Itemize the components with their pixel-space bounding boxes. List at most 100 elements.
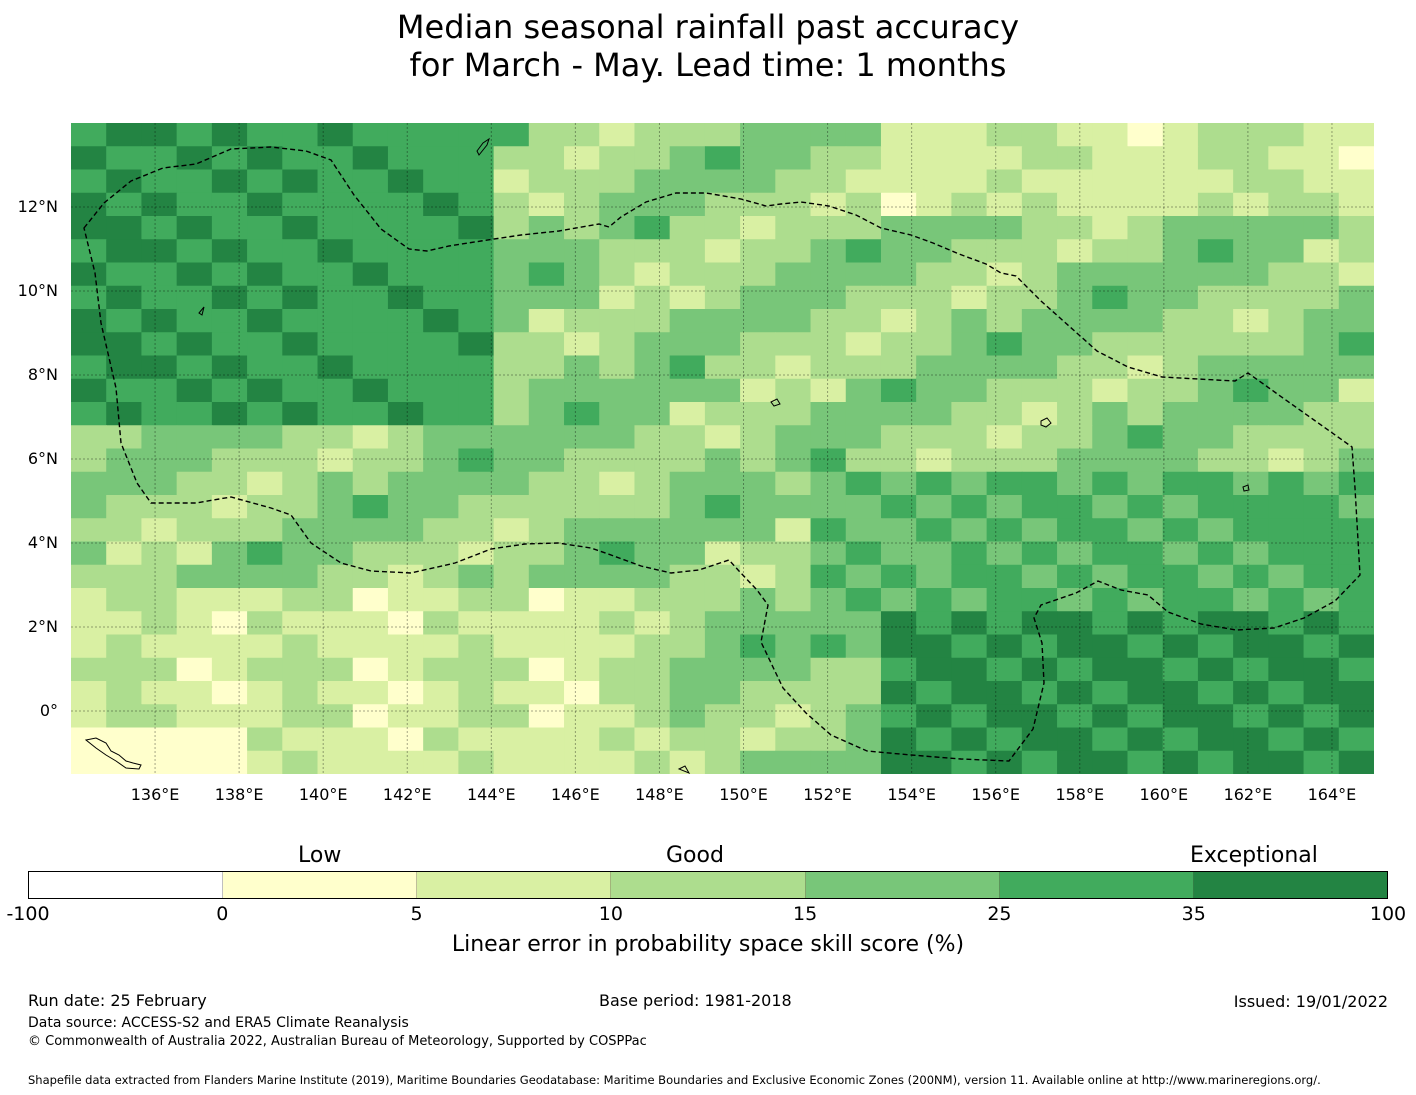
skill-cell <box>564 216 600 240</box>
skill-cell <box>1127 657 1164 682</box>
colorbar-tick-label: 0 <box>216 903 229 925</box>
skill-cell <box>493 564 530 589</box>
skill-cell <box>211 448 248 473</box>
skill-cell <box>775 657 812 682</box>
skill-cell <box>810 611 847 636</box>
skill-cell <box>880 123 917 147</box>
skill-cell <box>211 123 248 147</box>
skill-cell <box>1021 634 1058 659</box>
skill-cell <box>106 402 143 426</box>
skill-cell <box>1127 634 1164 659</box>
skill-cell <box>810 262 847 287</box>
skill-cell <box>458 634 495 659</box>
skill-cell <box>916 727 953 752</box>
skill-cell <box>704 634 741 659</box>
skill-cell <box>282 657 319 682</box>
skill-cell <box>1197 727 1234 752</box>
skill-cell <box>634 541 671 566</box>
skill-cell <box>1021 146 1058 171</box>
skill-cell <box>247 425 283 450</box>
skill-cell <box>1303 425 1340 450</box>
skill-cell <box>1268 541 1305 566</box>
skill-cell <box>458 541 495 566</box>
skill-cell <box>71 402 107 426</box>
skill-cell <box>880 518 917 543</box>
skill-cell <box>1268 378 1305 403</box>
skill-cell <box>986 239 1023 264</box>
skill-cell <box>1057 262 1093 287</box>
skill-cell <box>282 448 319 473</box>
skill-cell <box>1233 588 1269 612</box>
skill-cell <box>387 285 424 310</box>
skill-cell <box>458 169 495 194</box>
skill-cell <box>1233 611 1269 636</box>
skill-cell <box>493 378 530 403</box>
skill-grid <box>71 123 1374 774</box>
skill-cell <box>599 588 636 612</box>
skill-cell <box>740 123 776 147</box>
skill-cell <box>704 657 741 682</box>
skill-cell <box>387 402 424 426</box>
skill-cell <box>951 704 988 729</box>
skill-cell <box>704 123 741 147</box>
skill-cell <box>916 611 953 636</box>
skill-cell <box>282 192 319 217</box>
skill-cell <box>282 332 319 357</box>
skill-cell <box>106 216 143 240</box>
skill-cell <box>1338 564 1374 589</box>
skill-cell <box>247 750 283 774</box>
skill-cell <box>493 588 530 612</box>
skill-cell <box>1057 285 1093 310</box>
colorbar-segment <box>999 872 1194 898</box>
skill-cell <box>352 634 389 659</box>
skill-cell <box>1338 309 1374 333</box>
skill-cell <box>951 588 988 612</box>
skill-cell <box>1233 471 1269 496</box>
colorbar-tick-label: 10 <box>598 903 623 925</box>
skill-cell <box>176 378 213 403</box>
map-title-line-2: for March - May. Lead time: 1 months <box>409 46 1007 84</box>
skill-cell <box>1092 332 1129 357</box>
skill-cell <box>423 495 459 519</box>
skill-cell <box>71 681 107 705</box>
skill-cell <box>986 657 1023 682</box>
skill-cell <box>1338 634 1374 659</box>
skill-cell <box>810 239 847 264</box>
skill-cell <box>1303 727 1340 752</box>
skill-cell <box>176 588 213 612</box>
skill-cell <box>528 588 565 612</box>
skill-cell <box>669 332 706 357</box>
skill-cell <box>845 611 882 636</box>
skill-cell <box>1092 541 1129 566</box>
skill-cell <box>1233 518 1269 543</box>
skill-cell <box>740 355 776 380</box>
skill-cell <box>1162 657 1199 682</box>
skill-cell <box>1092 448 1129 473</box>
skill-cell <box>986 123 1023 147</box>
skill-cell <box>1303 448 1340 473</box>
colorbar-segment <box>29 872 224 898</box>
png-coast-outline <box>84 737 142 770</box>
skill-cell <box>1057 750 1093 774</box>
skill-cell <box>740 657 776 682</box>
skill-cell <box>845 239 882 264</box>
skill-cell <box>775 750 812 774</box>
skill-cell <box>247 704 283 729</box>
skill-cell <box>141 541 178 566</box>
skill-cell <box>211 332 248 357</box>
skill-cell <box>986 704 1023 729</box>
skill-cell <box>528 169 565 194</box>
skill-cell <box>317 541 354 566</box>
skill-cell <box>669 425 706 450</box>
skill-cell <box>1303 471 1340 496</box>
skill-cell <box>493 448 530 473</box>
skill-cell <box>1303 588 1340 612</box>
skill-cell <box>775 355 812 380</box>
skill-cell <box>141 588 178 612</box>
issued-date: Issued: 19/01/2022 <box>1233 992 1388 1011</box>
skill-cell <box>1268 634 1305 659</box>
skill-cell <box>916 192 953 217</box>
skill-cell <box>247 123 283 147</box>
skill-cell <box>211 192 248 217</box>
skill-cell <box>564 262 600 287</box>
